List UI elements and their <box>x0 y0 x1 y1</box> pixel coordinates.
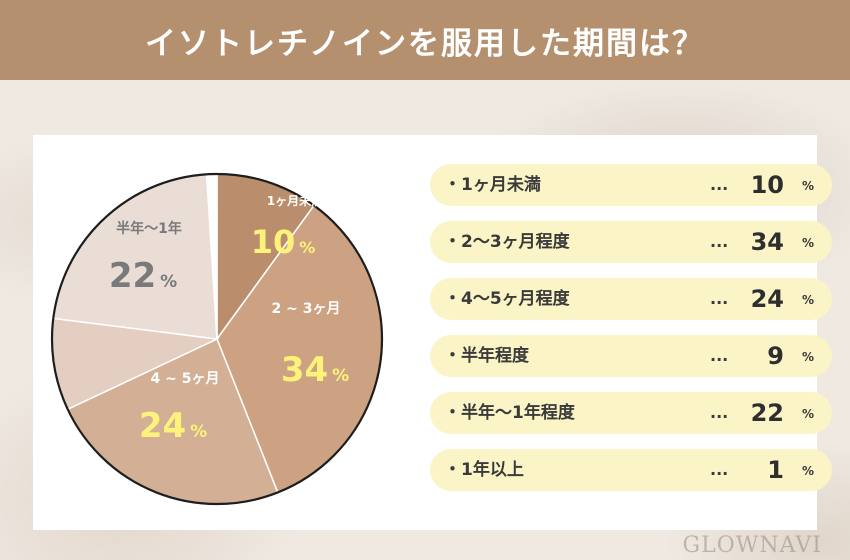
legend-label: ・半年〜1年程度 <box>444 403 575 423</box>
legend-row: ・半年〜1年程度... 22% <box>430 392 832 434</box>
page-title: イソトレチノインを服用した期間は？ <box>144 25 706 62</box>
legend-dots: ... <box>710 289 729 308</box>
legend-label: ・4〜5ヶ月程度 <box>444 289 570 309</box>
brand-watermark: GLOWNAVI <box>682 533 822 558</box>
legend-value: 34 <box>750 228 784 256</box>
legend-unit: % <box>801 179 814 193</box>
legend-unit: % <box>801 407 814 421</box>
legend-dots: ... <box>710 232 729 251</box>
legend-row: ・1ヶ月未満... 10% <box>430 164 832 206</box>
legend-value: 22 <box>750 399 784 427</box>
chart-panel: 1ヶ月未満 10% 2 ~ 3ヶ月 34% 4 ~ 5ヶ月 24% 半年〜1年 22% ・1ヶ… <box>33 135 832 530</box>
legend-unit: % <box>801 236 814 250</box>
legend-row: ・4〜5ヶ月程度... 24% <box>430 278 832 320</box>
legend-unit: % <box>801 293 814 307</box>
legend-value: 24 <box>750 285 784 313</box>
legend-dots: ... <box>710 403 729 422</box>
legend-label: ・1ヶ月未満 <box>444 175 541 195</box>
legend-row: ・2〜3ヶ月程度... 34% <box>430 221 832 263</box>
legend-unit: % <box>801 464 814 478</box>
legend-dots: ... <box>710 175 729 194</box>
legend-dots: ... <box>710 460 729 479</box>
slice-name-label-2: 2 ~ 3ヶ月 <box>272 301 341 317</box>
slice-name-label-5: 半年〜1年 <box>116 220 182 237</box>
legend-value: 1 <box>767 456 784 484</box>
legend-label: ・半年程度 <box>444 346 529 366</box>
pie-outline <box>50 172 384 506</box>
legend-label: ・1年以上 <box>444 460 524 480</box>
legend-row: ・半年程度... 9% <box>430 335 832 377</box>
legend-value: 10 <box>750 171 784 199</box>
slice-name-label-1: 1ヶ月未満 <box>267 193 323 208</box>
slice-name-label-3: 4 ~ 5ヶ月 <box>151 371 220 387</box>
legend-dots: ... <box>710 346 729 365</box>
legend-row: ・1年以上... 1% <box>430 449 832 491</box>
title-banner: イソトレチノインを服用した期間は？ <box>0 0 850 80</box>
legend-value: 9 <box>767 342 784 370</box>
slice-value-label-5: 22% <box>109 256 177 296</box>
legend-label: ・2〜3ヶ月程度 <box>444 232 570 252</box>
legend-unit: % <box>801 350 814 364</box>
